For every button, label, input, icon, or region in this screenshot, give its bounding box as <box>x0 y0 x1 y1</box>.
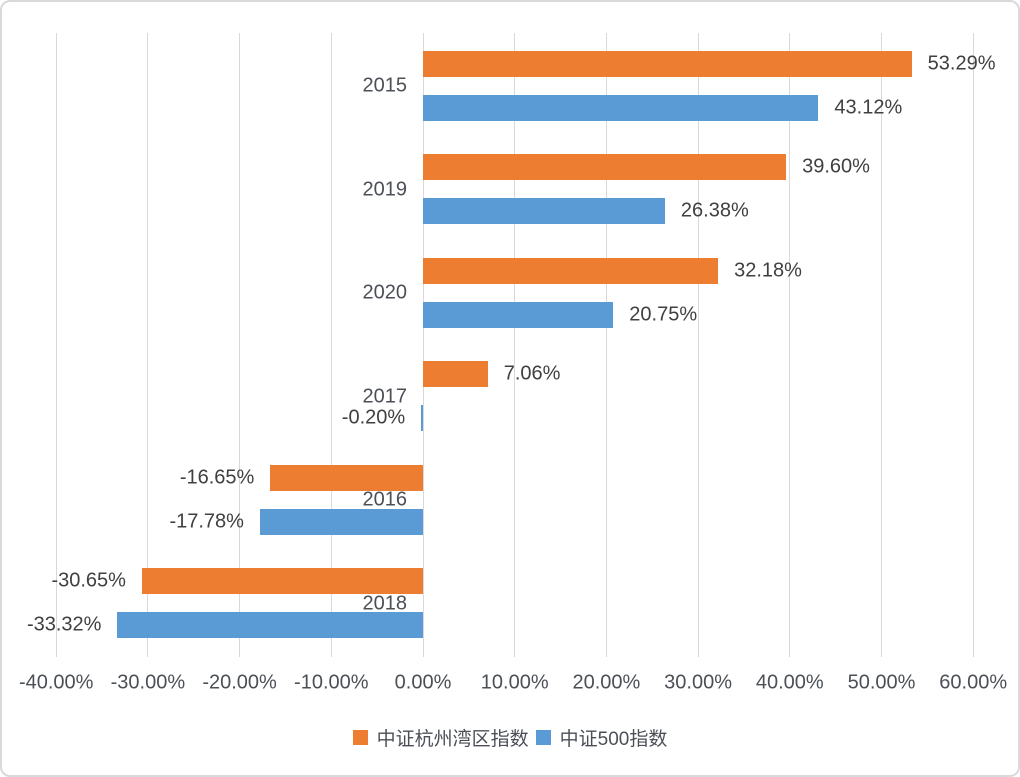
bar-2018-series0 <box>141 568 423 594</box>
x-axis-tick-label: 40.00% <box>755 671 824 694</box>
category-label-2016: 2016 <box>362 488 408 511</box>
legend-swatch-icon <box>352 730 368 745</box>
gridline <box>697 33 699 657</box>
x-axis-tick-label: 10.00% <box>480 671 549 694</box>
data-label-2019-series0: 39.60% <box>802 155 870 178</box>
data-label-2018-series0: -30.65% <box>51 569 126 592</box>
data-label-2016-series0: -16.65% <box>179 466 255 488</box>
data-label-2015-series1: 43.12% <box>834 96 903 118</box>
bar-2020-series0 <box>423 257 719 284</box>
legend: 中证杭州湾区指数 中证500指数 <box>2 724 1018 751</box>
x-axis-tick-label: 30.00% <box>664 671 733 694</box>
bar-2017-series1 <box>421 405 423 431</box>
data-label-2020-series0: 32.18% <box>734 259 802 281</box>
legend-label: 中证杭州湾区指数 <box>376 729 529 750</box>
gridline <box>55 33 57 657</box>
category-label-2019: 2019 <box>362 178 408 200</box>
data-label-2015-series0: 53.29% <box>927 52 996 74</box>
data-label-2019-series1: 26.38% <box>680 199 749 222</box>
bar-2015-series1 <box>423 94 819 121</box>
x-axis-tick-label: -10.00% <box>294 671 369 694</box>
gridline <box>422 33 424 657</box>
category-label-2017: 2017 <box>362 385 408 407</box>
x-axis-tick-label: 50.00% <box>847 671 916 694</box>
bar-2019-series1 <box>423 198 665 224</box>
category-label-2020: 2020 <box>362 281 408 304</box>
bar-2020-series1 <box>423 301 614 328</box>
data-label-2017-series1: -0.20% <box>341 406 406 429</box>
x-axis-tick-label: 60.00% <box>939 671 1008 694</box>
legend-item-series1: 中证500指数 <box>535 724 668 751</box>
data-label-2017-series0: 7.06% <box>503 362 561 385</box>
x-axis-tick-label: -30.00% <box>110 671 186 694</box>
gridline <box>605 33 607 657</box>
legend-label: 中证500指数 <box>559 729 668 750</box>
data-label-2016-series1: -17.78% <box>169 510 244 532</box>
gridline <box>330 33 332 657</box>
gridline <box>514 33 516 657</box>
bar-2017-series0 <box>423 361 488 387</box>
bar-2016-series1 <box>259 508 423 535</box>
data-label-2018-series1: -33.32% <box>26 613 102 636</box>
x-axis-tick-label: -40.00% <box>18 671 94 694</box>
category-label-2018: 2018 <box>362 592 408 614</box>
gridline <box>147 33 149 657</box>
x-axis-tick-label: 0.00% <box>394 671 452 694</box>
gridline <box>972 33 974 657</box>
gridline <box>789 33 791 657</box>
legend-item-series0: 中证杭州湾区指数 <box>352 724 529 751</box>
x-axis-tick-label: 20.00% <box>572 671 641 694</box>
bar-2015-series0 <box>423 50 912 77</box>
gridline <box>239 33 241 657</box>
bar-2018-series1 <box>117 612 423 638</box>
bar-2016-series0 <box>270 464 423 491</box>
category-label-2015: 2015 <box>362 74 408 97</box>
gridline <box>881 33 882 657</box>
x-axis-tick-label: -20.00% <box>202 671 277 694</box>
legend-swatch-icon <box>535 730 551 745</box>
bar-2019-series0 <box>423 154 787 180</box>
data-label-2020-series1: 20.75% <box>629 303 698 325</box>
